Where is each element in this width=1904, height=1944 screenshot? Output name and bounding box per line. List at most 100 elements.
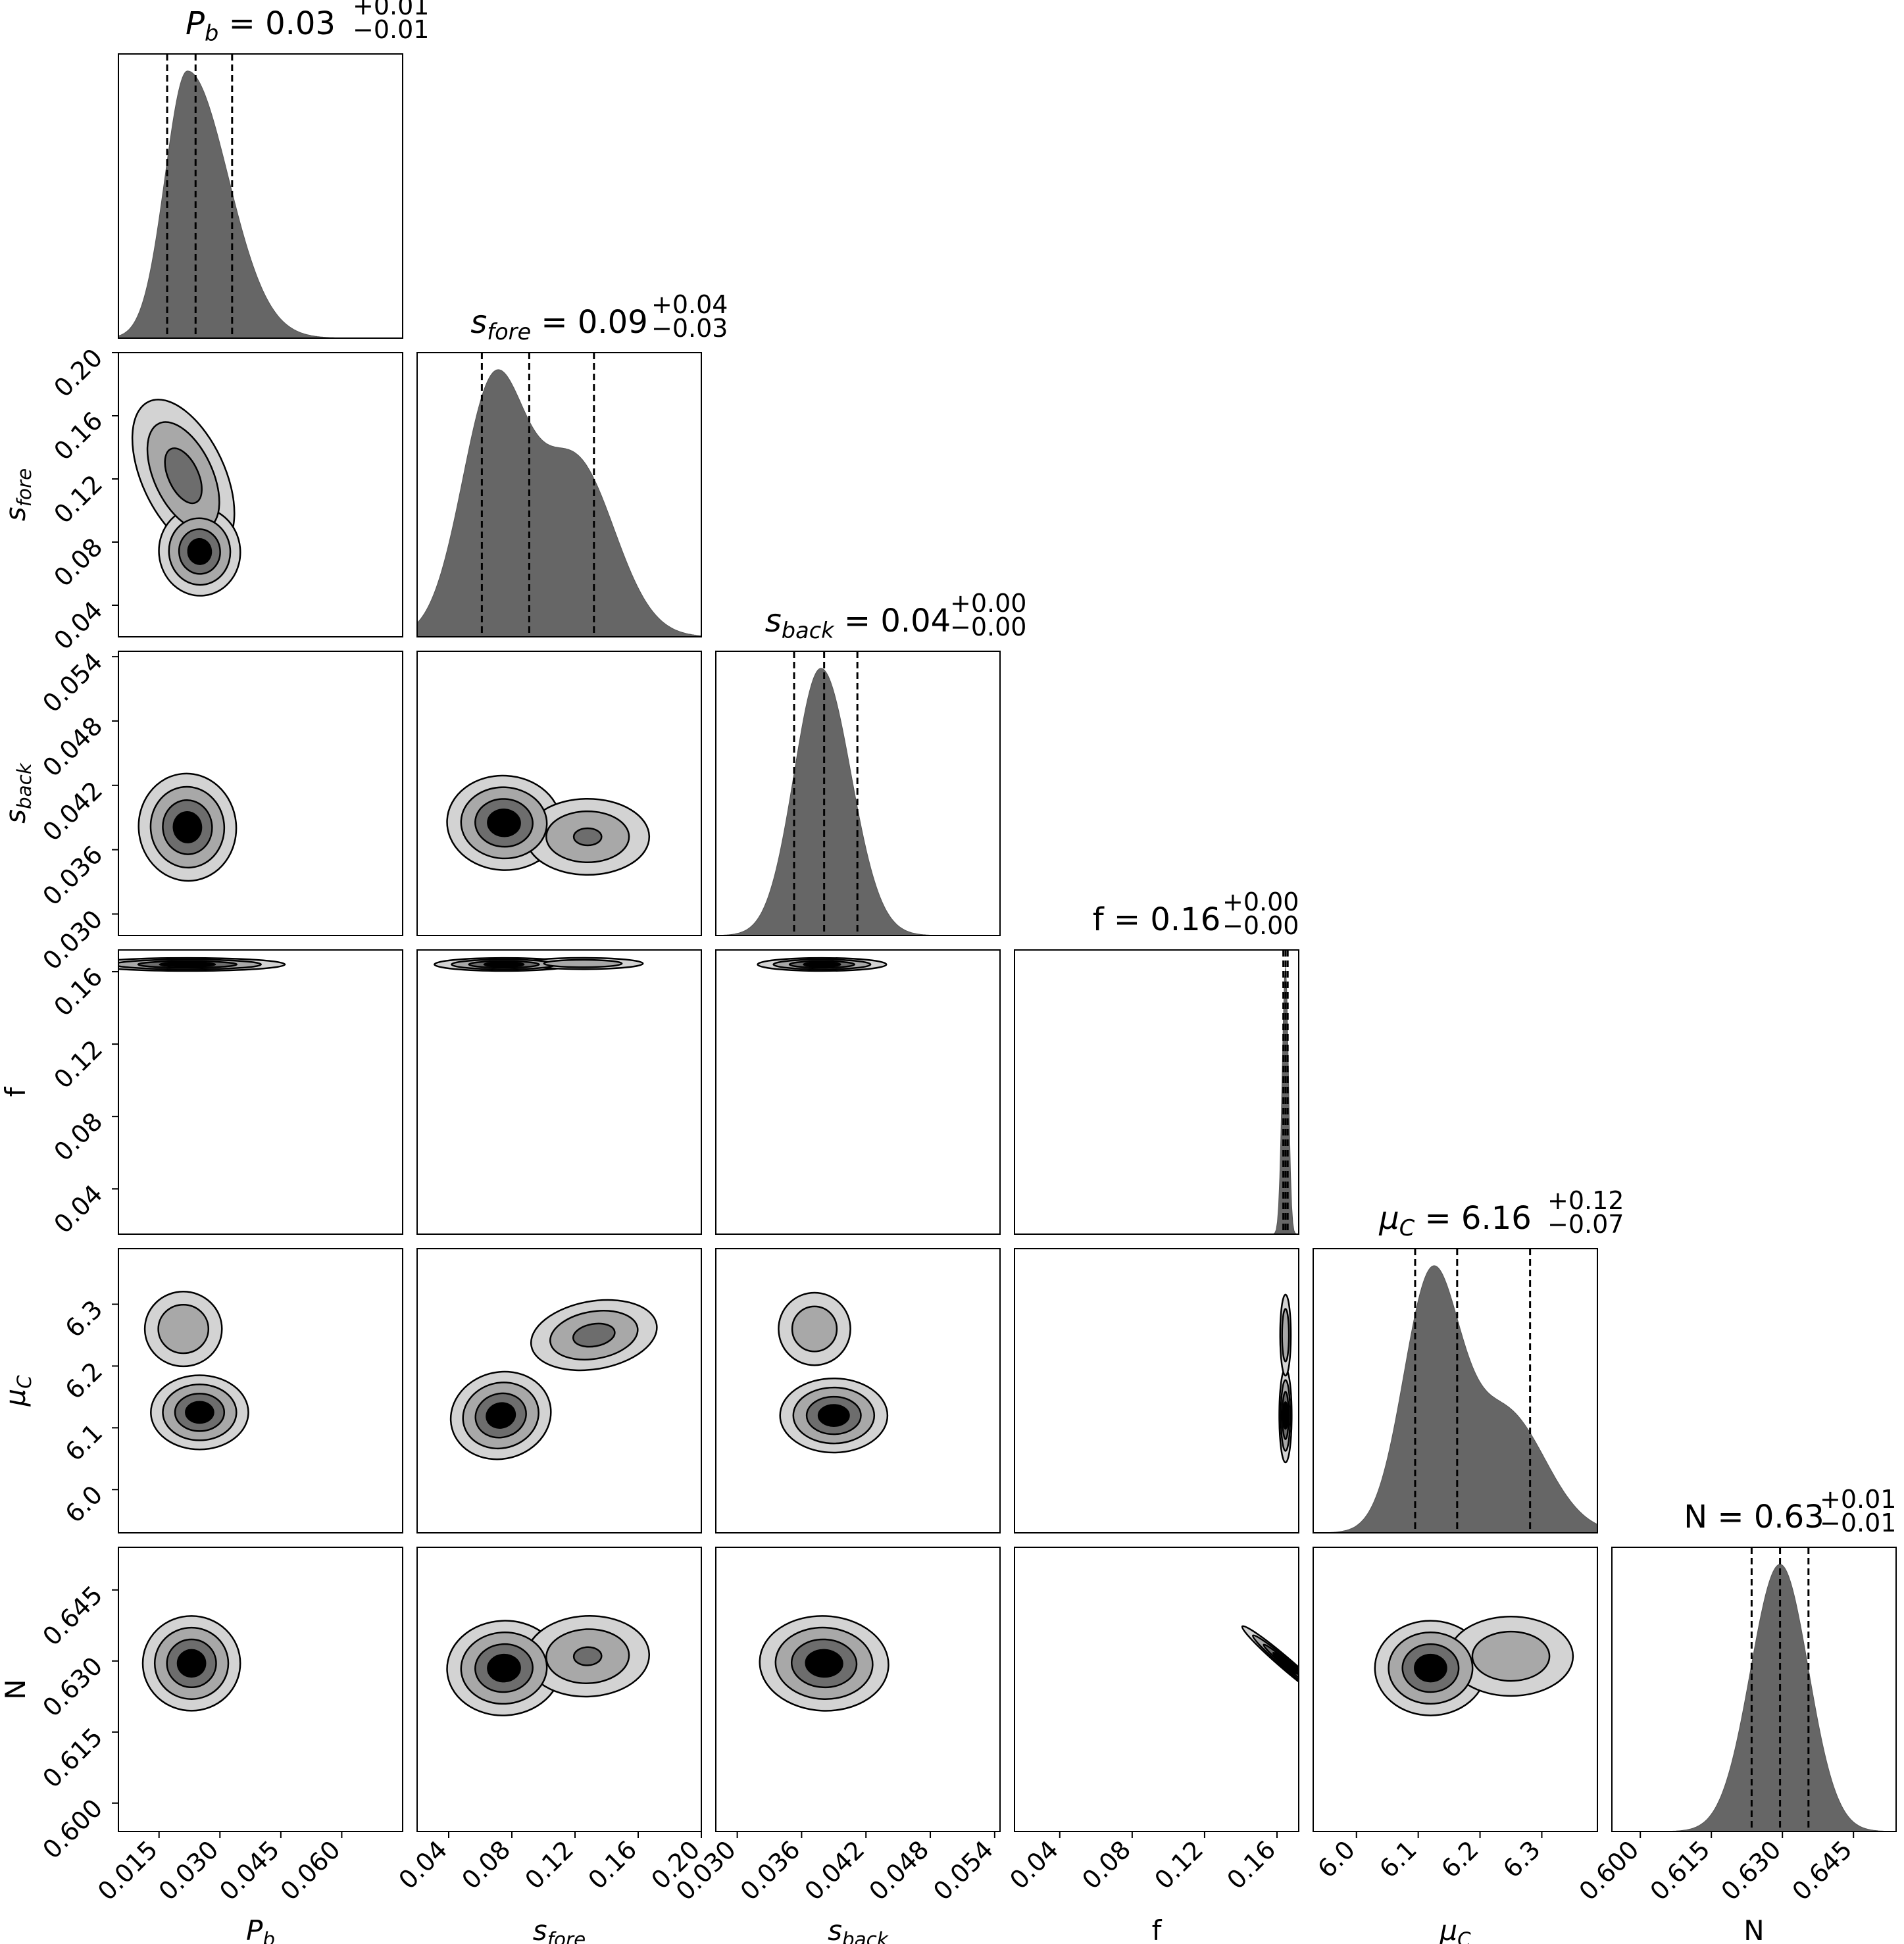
xtick-label-f-0: 0.04 — [1004, 1835, 1064, 1895]
hist-panel-sfore: sfore = 0.09 +0.04−0.03 — [416, 290, 728, 637]
xtick-label-f-2: 0.12 — [1149, 1835, 1209, 1895]
panel-frame-3-1 — [416, 949, 702, 1235]
hist-panel-N: N = 0.63+0.01−0.01 — [1611, 1485, 1897, 1832]
title-f: f = 0.16 — [1093, 901, 1221, 938]
title-sfore: sfore = 0.09 — [470, 304, 647, 345]
xtick-label-f-3: 0.16 — [1221, 1835, 1281, 1895]
contour-level-2-blob-1 — [572, 1322, 616, 1348]
xaxis-label-f: f — [1152, 1914, 1163, 1944]
title-minus-sfore: −0.03 — [651, 314, 728, 343]
panel-frame-4-4 — [1313, 1248, 1598, 1533]
contour-panel-sback-N — [715, 1547, 1001, 1832]
contour-level-3-blob-1 — [187, 537, 213, 565]
hist-panel-f: f = 0.16 +0.00−0.00 — [1014, 887, 1299, 1235]
contour-level-3-blob-0 — [172, 810, 203, 843]
xtick-label-sfore-2: 0.12 — [519, 1835, 579, 1895]
panel-frame-5-5 — [1611, 1547, 1897, 1832]
yaxis-label-N: N — [0, 1679, 32, 1699]
xaxis-label-muC: μC — [1439, 1914, 1471, 1944]
panel-frame-5-0 — [118, 1547, 403, 1832]
hist-area-f — [1015, 966, 1299, 1235]
ytick-label-sfore-4: 0.20 — [48, 343, 108, 403]
ytick-label-N-2: 0.630 — [37, 1651, 108, 1722]
contour-level-3-blob-0 — [486, 1402, 516, 1429]
ytick-label-f-2: 0.12 — [48, 1034, 108, 1094]
ytick-label-sback-2: 0.042 — [37, 776, 108, 847]
ytick-label-sback-0: 0.030 — [37, 905, 108, 976]
contour-panel-Pb-N — [118, 1547, 403, 1832]
xtick-label-sfore-3: 0.16 — [582, 1835, 642, 1895]
xtick-label-sfore-1: 0.08 — [456, 1835, 516, 1895]
panel-frame-4-0 — [118, 1248, 403, 1533]
contour-level-3-blob-0 — [1272, 1651, 1299, 1675]
title-muC: μC = 6.16 — [1378, 1200, 1532, 1241]
ytick-label-muC-0: 6.0 — [60, 1480, 109, 1529]
contour-level-2-blob-1 — [572, 1646, 603, 1666]
xtick-label-sback-2: 0.042 — [799, 1835, 870, 1906]
xtick-label-Pb-3: 0.060 — [275, 1835, 346, 1906]
panel-frame-1-1 — [416, 352, 702, 637]
contour-level-3-blob-0 — [159, 961, 216, 968]
ytick-label-sfore-2: 0.12 — [48, 469, 108, 529]
contour-level-3-blob-1 — [817, 1404, 850, 1427]
panel-frame-2-0 — [118, 651, 403, 936]
xtick-label-Pb-0: 0.015 — [92, 1835, 163, 1906]
title-sback: sback = 0.04 — [765, 603, 951, 643]
xtick-label-N-1: 0.615 — [1645, 1835, 1716, 1906]
yaxis-label-f: f — [0, 1086, 32, 1097]
xtick-label-N-0: 0.600 — [1574, 1835, 1645, 1906]
title-plus-sfore: +0.04 — [651, 290, 728, 319]
xtick-label-sback-4: 0.054 — [928, 1835, 999, 1906]
ytick-label-N-0: 0.600 — [37, 1793, 108, 1864]
xtick-label-muC-1: 6.1 — [1374, 1835, 1422, 1883]
title-plus-muC: +0.12 — [1547, 1186, 1624, 1215]
panel-frame-4-2 — [715, 1248, 1001, 1533]
xtick-label-Pb-1: 0.030 — [153, 1835, 224, 1906]
panel-frame-1-0 — [118, 352, 403, 637]
yaxis-label-sfore: sfore — [0, 468, 36, 521]
xaxis-label-sfore: sfore — [533, 1914, 586, 1944]
xaxis-label-Pb: Pb — [246, 1914, 275, 1944]
contour-panel-sback-f — [715, 949, 1001, 1235]
hist-panel-muC: μC = 6.16 +0.12−0.07 — [1313, 1186, 1624, 1533]
contour-level-3-blob-0 — [1282, 1401, 1289, 1430]
hist-panel-Pb: Pb = 0.03 +0.01−0.01 — [118, 0, 429, 339]
contour-level-1-blob-1 — [1471, 1630, 1551, 1682]
panel-frame-4-1 — [416, 1248, 702, 1533]
contour-panel-sfore-N — [416, 1547, 702, 1832]
title-minus-muC: −0.07 — [1547, 1210, 1624, 1239]
contour-level-3-blob-0 — [487, 1653, 521, 1683]
title-plus-sback: +0.00 — [950, 589, 1026, 618]
contour-panel-sfore-f — [416, 949, 702, 1235]
title-plus-N: +0.01 — [1820, 1485, 1896, 1514]
contour-panel-Pb-f — [118, 949, 403, 1235]
panel-frame-5-1 — [416, 1547, 702, 1832]
title-plus-Pb: +0.01 — [353, 0, 429, 20]
xtick-label-Pb-2: 0.045 — [214, 1835, 285, 1906]
xaxis-label-N: N — [1743, 1914, 1764, 1944]
title-N: N = 0.63 — [1684, 1499, 1824, 1535]
contour-panel-Pb-sfore — [118, 352, 403, 637]
contour-level-1-blob-0 — [791, 1305, 838, 1353]
ytick-label-sfore-1: 0.08 — [48, 532, 108, 592]
xtick-label-sback-1: 0.036 — [735, 1835, 806, 1906]
panel-frame-2-1 — [416, 651, 702, 936]
ytick-label-f-0: 0.04 — [48, 1179, 108, 1239]
yaxis-label-sback: sback — [0, 762, 36, 824]
panel-frame-3-0 — [118, 949, 403, 1235]
panel-frame-3-3 — [1014, 949, 1299, 1235]
contour-level-3-blob-0 — [1414, 1653, 1447, 1683]
contour-level-3-blob-0 — [483, 961, 525, 968]
panel-frame-4-3 — [1014, 1248, 1299, 1533]
contour-level-3-blob-1 — [185, 1401, 214, 1424]
panel-frame-3-2 — [715, 949, 1001, 1235]
panel-frame-5-2 — [715, 1547, 1001, 1832]
title-minus-Pb: −0.01 — [353, 15, 429, 44]
contour-panel-Pb-muC — [118, 1248, 403, 1533]
xtick-label-sfore-0: 0.04 — [393, 1835, 453, 1895]
xtick-label-muC-2: 6.2 — [1436, 1835, 1484, 1883]
ytick-label-muC-3: 6.3 — [60, 1295, 109, 1343]
hist-area-Pb — [118, 70, 403, 339]
ytick-label-sfore-0: 0.04 — [48, 595, 108, 655]
